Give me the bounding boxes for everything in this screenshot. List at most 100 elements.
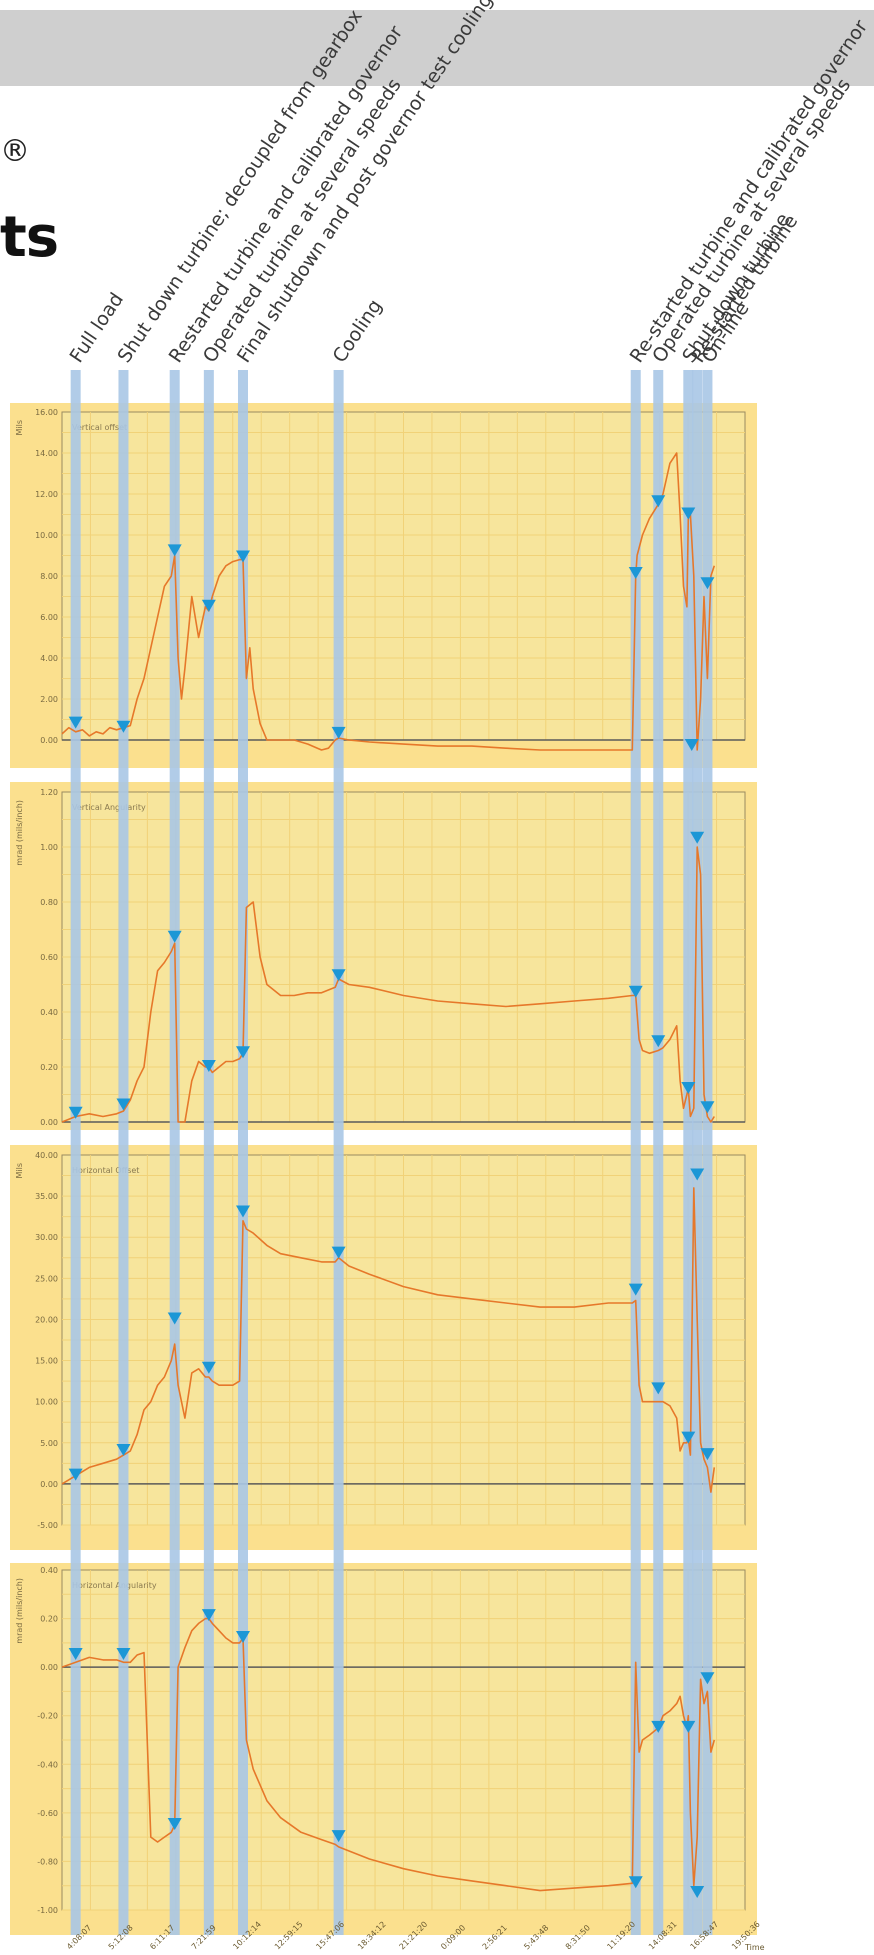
event-band [169,370,180,1935]
event-marker [628,566,643,579]
event-label: Cooling [329,295,387,366]
y-axis-label: Mils [15,420,24,436]
event-marker [681,507,696,520]
event-marker [331,969,346,982]
event-marker [116,720,131,733]
event-marker [681,1720,696,1733]
event-band [333,370,344,1935]
y-tick-label: 40.00 [35,1151,58,1160]
y-tick-label: -0.40 [37,1760,58,1769]
event-band [237,370,248,1935]
event-marker [651,1382,666,1395]
panel-title: Vertical Angularity [72,803,146,812]
event-marker [651,1035,666,1048]
event-band [70,370,81,1935]
event-marker [68,1106,83,1119]
panel-title: Horizontal Offset [72,1166,139,1175]
y-tick-label: 35.00 [35,1192,58,1201]
y-tick-label: 12.00 [35,490,58,499]
y-tick-label: 10.00 [35,531,58,540]
event-marker [167,544,182,557]
y-tick-label: 16.00 [35,408,58,417]
y-axis-label: Mils [15,1163,24,1179]
y-tick-label: 0.20 [40,1615,58,1624]
event-marker [684,739,699,751]
y-tick-label: 20.00 [35,1315,58,1324]
event-marker [651,1720,666,1733]
event-marker [167,1818,182,1830]
y-tick-label: 8.00 [40,572,58,581]
event-band [118,370,129,1935]
y-tick-label: 6.00 [40,613,58,622]
y-tick-label: 0.00 [40,1480,58,1489]
y-tick-label: 0.40 [40,1566,58,1575]
event-marker [690,1168,705,1181]
event-marker [201,1361,216,1374]
y-tick-label: 0.60 [40,953,58,962]
series-line [61,1187,716,1493]
y-tick-label: 30.00 [35,1233,58,1242]
event-marker [68,716,83,729]
event-marker [167,1312,182,1325]
series-line [61,846,715,1123]
event-band [630,370,641,1935]
y-tick-label: 25.00 [35,1274,58,1283]
event-marker [628,985,643,998]
y-tick-label: -1.00 [37,1906,58,1915]
event-marker [116,1098,131,1111]
y-tick-label: 0.80 [40,898,58,907]
event-marker [331,1246,346,1259]
event-band [683,370,694,1935]
event-band [653,370,664,1935]
event-marker [167,930,182,943]
y-tick-label: -0.60 [37,1809,58,1818]
event-marker [700,1672,715,1685]
y-tick-label: -0.80 [37,1857,58,1866]
event-marker [116,1444,131,1456]
event-marker [235,550,250,563]
event-marker [235,1205,250,1218]
y-tick-label: 0.20 [40,1063,58,1072]
event-marker [116,1648,131,1660]
heading-fragment: ts [0,205,59,270]
event-marker [700,577,715,590]
event-marker [690,831,705,844]
y-tick-label: 10.00 [35,1398,58,1407]
event-marker [651,495,666,508]
x-axis-label: Time [744,1943,765,1952]
event-marker [331,726,346,739]
event-band [702,370,713,1935]
y-axis-label: mrad (mils/inch) [15,1578,24,1644]
y-tick-label: 14.00 [35,449,58,458]
y-tick-label: -0.20 [37,1712,58,1721]
series-line [61,1617,716,1892]
event-marker [201,1609,216,1622]
y-tick-label: 4.00 [40,654,58,663]
event-band [692,370,703,1935]
event-marker [201,599,216,612]
y-tick-label: 0.00 [40,1663,58,1672]
event-marker [681,1082,696,1094]
series-line [61,452,716,751]
event-marker [68,1468,83,1481]
event-marker [628,1876,643,1889]
y-tick-label: 0.00 [40,1118,58,1127]
event-marker [331,1830,346,1843]
event-label: Operated turbine at several speeds [648,75,855,367]
panel-title: Horizontal Angularity [72,1581,157,1590]
y-tick-label: 0.00 [40,736,58,745]
y-tick-label: 0.40 [40,1008,58,1017]
y-axis-label: mrad (mils/inch) [15,800,24,866]
event-marker [235,1631,250,1643]
y-tick-label: 1.00 [40,843,58,852]
event-marker [68,1648,83,1660]
event-marker [235,1046,250,1059]
y-tick-label: 2.00 [40,695,58,704]
top-banner [0,10,874,86]
y-tick-label: -5.00 [37,1521,58,1530]
event-band [203,370,214,1935]
event-marker [690,1886,705,1898]
registered-mark: ® [0,134,30,169]
event-marker [628,1283,643,1296]
